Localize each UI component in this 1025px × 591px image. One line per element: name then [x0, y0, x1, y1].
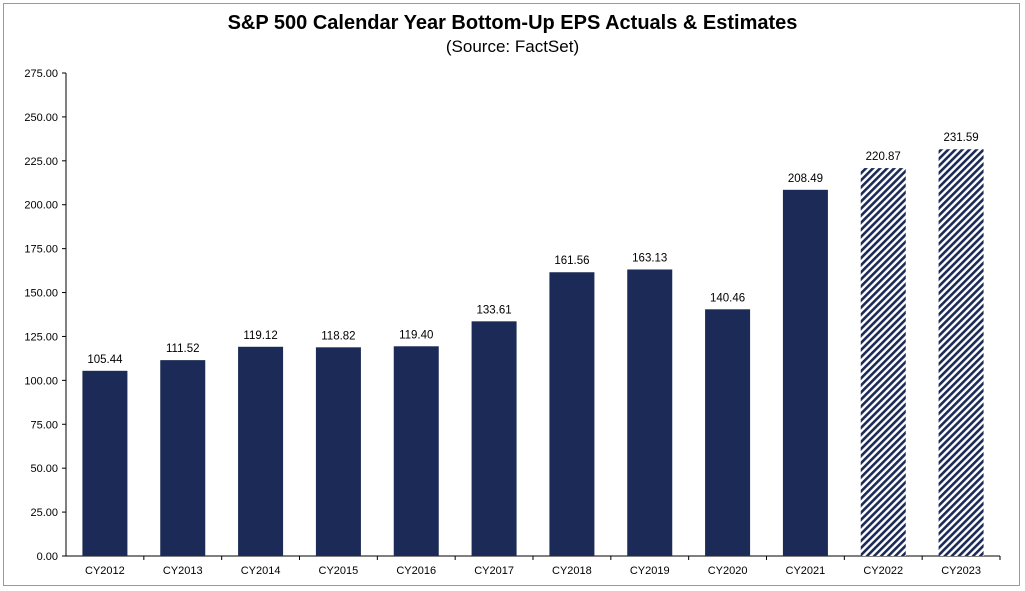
bar-cy2017	[471, 321, 517, 556]
y-tick-label: 0.00	[37, 551, 58, 563]
y-tick-label: 150.00	[24, 288, 58, 300]
x-tick-label: CY2013	[163, 565, 203, 577]
y-tick-label: 250.00	[24, 112, 58, 124]
x-tick-label: CY2016	[396, 565, 436, 577]
bar-cy2016	[393, 346, 439, 556]
y-tick-label: 125.00	[24, 331, 58, 343]
y-tick-label: 200.00	[24, 200, 58, 212]
y-tick-label: 50.00	[30, 463, 58, 475]
y-tick-label: 175.00	[24, 244, 58, 256]
x-tick-label: CY2012	[85, 565, 125, 577]
data-label: 105.44	[87, 354, 123, 366]
data-label: 118.82	[321, 330, 355, 342]
data-label: 140.46	[710, 292, 745, 304]
x-tick-label: CY2020	[708, 565, 748, 577]
bar-cy2023	[938, 149, 984, 556]
chart-axes: 0.00 25.00 50.00 75.00 100.00 125.00 150.00 175…	[24, 68, 1001, 577]
data-label: 208.49	[788, 173, 823, 185]
y-tick-label: 275.00	[24, 68, 58, 80]
x-tick-label: CY2019	[630, 565, 670, 577]
x-tick-label: CY2022	[863, 565, 903, 577]
bar-cy2014	[238, 346, 284, 556]
data-label: 163.13	[632, 252, 667, 264]
bar-cy2022	[860, 168, 906, 556]
bar-cy2013	[160, 360, 206, 556]
data-label: 161.56	[554, 255, 589, 267]
data-label: 220.87	[866, 151, 901, 163]
x-tick-label: CY2014	[241, 565, 281, 577]
y-tick-label: 75.00	[30, 419, 58, 431]
bar-cy2019	[627, 269, 673, 556]
x-tick-label: CY2017	[474, 565, 514, 577]
y-tick-label: 25.00	[30, 507, 58, 519]
y-tick-label: 100.00	[24, 375, 58, 387]
bar-cy2018	[549, 272, 595, 556]
data-label: 119.40	[399, 329, 433, 341]
x-tick-label: CY2021	[786, 565, 826, 577]
bars-group: 105.44 111.52 119.12 118.82 119.40 133.61 161.…	[82, 132, 984, 557]
bar-cy2012	[82, 370, 128, 556]
x-tick-label: CY2023	[941, 565, 981, 577]
chart-title: S&P 500 Calendar Year Bottom-Up EPS Actu…	[227, 12, 798, 34]
data-label: 231.59	[943, 132, 978, 144]
bar-cy2020	[705, 309, 751, 556]
x-tick-label: CY2018	[552, 565, 592, 577]
bar-cy2021	[782, 189, 828, 557]
x-tick-label: CY2015	[319, 565, 359, 577]
bar-cy2015	[315, 347, 361, 556]
data-label: 119.12	[243, 330, 277, 342]
data-label: 133.61	[476, 304, 511, 316]
data-label: 111.52	[166, 343, 199, 355]
chart-subtitle: (Source: FactSet)	[445, 37, 580, 56]
y-tick-label: 225.00	[24, 156, 58, 168]
